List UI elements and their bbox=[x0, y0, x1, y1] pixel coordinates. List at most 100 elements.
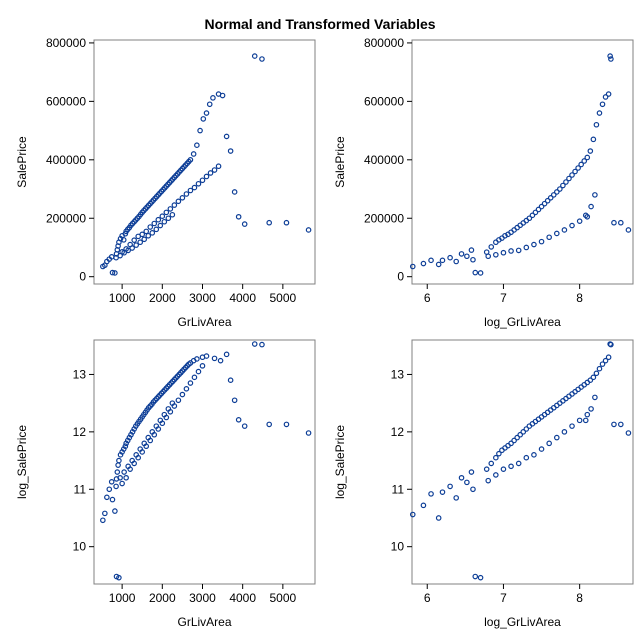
panel-3-point-98 bbox=[121, 469, 127, 475]
panel-4-point-50 bbox=[599, 361, 606, 367]
panel-3-point-61 bbox=[211, 355, 218, 362]
panel-1-point-6 bbox=[109, 269, 116, 276]
panel-2-point-61 bbox=[531, 241, 537, 248]
panel-1-point-103 bbox=[121, 249, 127, 256]
panel-2-point-5 bbox=[439, 257, 446, 264]
panel-4-point-75 bbox=[470, 486, 476, 493]
panel-4-point-48 bbox=[593, 370, 600, 377]
panel-2-point-74 bbox=[485, 253, 492, 260]
panel-1-y-axis-label: SalePrice bbox=[15, 136, 29, 188]
panel-1-point-66 bbox=[223, 133, 230, 140]
panel-2-point-51 bbox=[602, 94, 609, 100]
panel-1-point-72 bbox=[259, 56, 265, 62]
panel-2-point-54 bbox=[608, 56, 614, 62]
panel-4-point-13 bbox=[483, 466, 490, 472]
panel-2-point-14 bbox=[488, 244, 495, 250]
panel-3-point-68 bbox=[251, 341, 258, 347]
panel-2-point-7 bbox=[453, 258, 460, 265]
panel-3-point-90 bbox=[179, 391, 186, 398]
panel-3-point-63 bbox=[223, 351, 230, 358]
panel-1-point-79 bbox=[131, 237, 137, 243]
panel-3-point-105 bbox=[149, 429, 156, 435]
panel-1-x-tick-label-4: 4000 bbox=[229, 291, 256, 305]
panel-1-point-108 bbox=[141, 236, 148, 243]
panel-4-point-74 bbox=[485, 477, 492, 484]
scatter-panel-2: 6 7 8 0 200000 400000 600000 800000 log_GrLivAre… bbox=[333, 36, 634, 329]
panel-1-point-115 bbox=[169, 211, 176, 218]
panel-1-point-14 bbox=[120, 237, 127, 243]
panel-4-point-25 bbox=[523, 426, 530, 432]
panel-1-point-88 bbox=[167, 206, 174, 212]
panel-1-y-tick-label-3: 400000 bbox=[46, 153, 86, 167]
panel-3-point-65 bbox=[231, 397, 238, 404]
panel-2-point-58 bbox=[592, 192, 598, 198]
panel-2-point-29 bbox=[535, 206, 542, 213]
panel-1-point-67 bbox=[227, 148, 234, 154]
panel-3-x-tick-label-2: 2000 bbox=[149, 591, 176, 605]
panel-4-x-axis-label: log_GrLivArea bbox=[484, 615, 561, 629]
panel-1-x-tick-label-3: 3000 bbox=[189, 291, 216, 305]
panel-4-x-tick-label-2: 7 bbox=[500, 591, 507, 605]
panel-1-point-63 bbox=[210, 95, 216, 101]
panel-2-point-57 bbox=[625, 227, 632, 233]
panel-4-point-68 bbox=[584, 411, 591, 418]
panel-3-point-97 bbox=[117, 474, 123, 481]
panel-3-point-102 bbox=[137, 446, 144, 452]
panel-2-point-2 bbox=[420, 260, 427, 267]
panel-3-x-tick-label-1: 1000 bbox=[109, 591, 136, 605]
panel-2-point-47 bbox=[590, 136, 597, 143]
panel-3-point-60 bbox=[203, 353, 210, 359]
panel-1-point-95 bbox=[195, 180, 202, 187]
scatter-panel-3: 1000 2000 3000 4000 5000 10 11 12 13 GrLivArea log… bbox=[15, 339, 316, 629]
figure-title: Normal and Transformed Variables bbox=[204, 16, 435, 32]
panel-2-point-28 bbox=[532, 209, 539, 216]
panel-3-point-75 bbox=[119, 480, 125, 487]
panel-4-point-9 bbox=[464, 479, 470, 486]
panel-3-point-71 bbox=[283, 421, 290, 428]
panel-4-point-14 bbox=[488, 460, 495, 467]
panel-2-point-70 bbox=[523, 244, 530, 251]
panel-4-point-2 bbox=[420, 502, 427, 509]
panel-3-point-10 bbox=[115, 462, 121, 468]
panel-2-point-4 bbox=[435, 261, 442, 268]
panel-1-point-86 bbox=[159, 213, 166, 220]
panel-1-y-tick-label-5: 800000 bbox=[46, 36, 86, 50]
panel-4-point-24 bbox=[520, 429, 527, 435]
panel-2-point-46 bbox=[587, 148, 594, 154]
panel-2-point-48 bbox=[593, 121, 600, 128]
panel-frame-3 bbox=[93, 339, 316, 585]
panel-1-point-99 bbox=[211, 167, 218, 173]
panel-3-point-92 bbox=[187, 380, 194, 386]
panel-2-point-41 bbox=[572, 168, 578, 175]
panel-4-point-7 bbox=[453, 495, 460, 501]
panel-3-point-109 bbox=[165, 406, 172, 412]
panel-1-point-110 bbox=[149, 230, 156, 236]
panel-3-point-6 bbox=[109, 496, 116, 503]
panel-1-point-68 bbox=[231, 189, 238, 195]
panel-4-point-16 bbox=[496, 450, 502, 457]
panel-3-point-66 bbox=[235, 417, 242, 423]
panel-2-point-10 bbox=[468, 247, 475, 253]
panel-1-point-74 bbox=[283, 219, 290, 226]
panel-1-point-83 bbox=[147, 224, 154, 230]
panel-3-point-74 bbox=[116, 574, 122, 581]
panel-4-point-1 bbox=[409, 511, 416, 518]
panel-1-point-73 bbox=[266, 219, 272, 226]
panel-1-point-96 bbox=[199, 177, 206, 184]
panel-4-point-8 bbox=[458, 474, 465, 481]
panel-3-point-99 bbox=[125, 463, 131, 470]
panel-1-point-107 bbox=[137, 239, 144, 246]
panel-2-point-66 bbox=[569, 222, 575, 229]
panel-2-point-32 bbox=[544, 197, 551, 204]
panel-2-point-63 bbox=[546, 234, 552, 241]
panel-3-point-93 bbox=[191, 374, 198, 381]
panel-4-point-70 bbox=[523, 454, 530, 461]
panel-2-y-axis-label: SalePrice bbox=[333, 136, 347, 188]
panel-2-point-49 bbox=[596, 110, 603, 116]
panel-4-point-56 bbox=[618, 421, 624, 428]
panel-4-y-axis-label: log_SalePrice bbox=[333, 425, 347, 499]
panel-2-point-75 bbox=[470, 256, 476, 263]
panel-1-point-105 bbox=[129, 245, 135, 251]
panel-2-point-12 bbox=[477, 270, 484, 276]
panel-2-point-53 bbox=[607, 53, 613, 59]
